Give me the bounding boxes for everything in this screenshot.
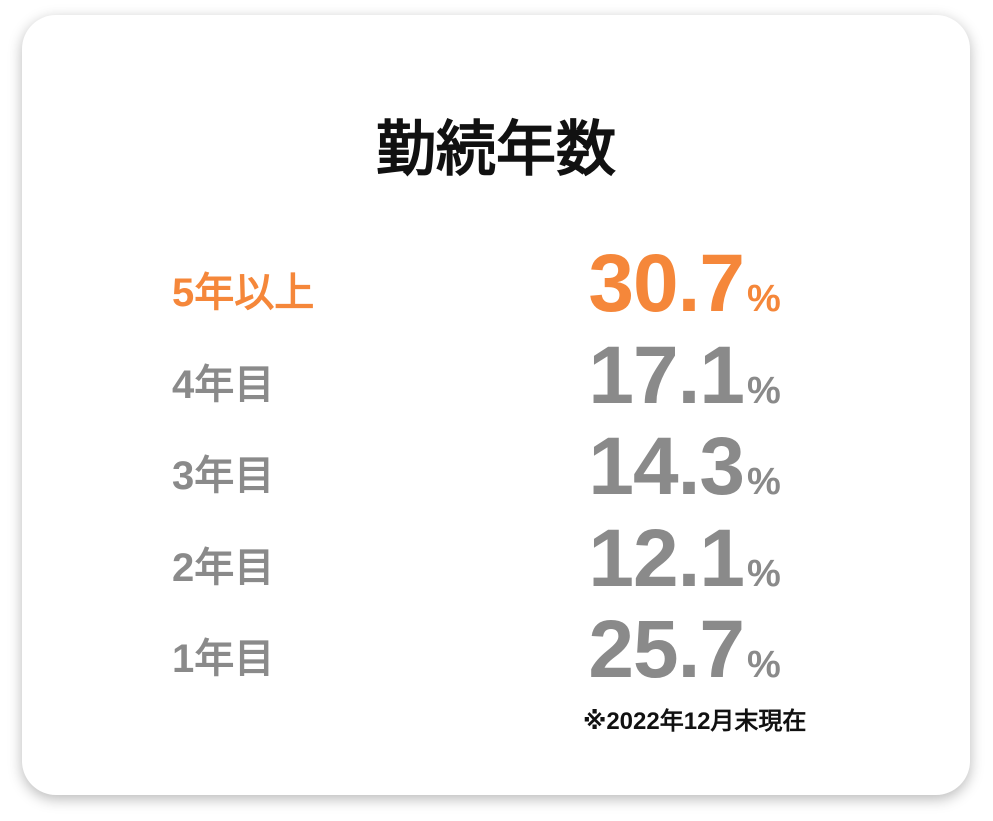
row-unit: % [747,278,781,320]
footnote: ※2022年12月末現在 [583,708,807,735]
row-value: 14.3 [588,421,745,512]
card: 勤続年数 5年以上 30.7% 4年目 17.1% 3年目 14.3% 2年目 12.1% 1年… [22,15,970,795]
row-unit: % [747,644,781,686]
row-label: 3年目 [172,454,275,498]
row-unit: % [747,369,781,412]
row-unit: % [747,461,781,503]
row-value: 12.1 [588,512,745,604]
row-label: 5年以上 [172,271,315,315]
row-value: 17.1 [588,329,745,421]
row: 1年目 25.7% [22,603,970,695]
row: 2年目 12.1% [22,512,970,604]
row-label: 4年目 [172,362,275,407]
row: 3年目 14.3% [22,420,970,512]
row: 5年以上 30.7% [22,237,970,329]
row: 4年目 17.1% [22,329,970,421]
row-unit: % [747,552,781,595]
row-value: 25.7 [588,604,745,695]
row-value: 30.7 [588,238,745,329]
row-label: 1年目 [172,637,275,681]
row-label: 2年目 [172,545,275,590]
title: 勤続年数 [376,116,616,183]
